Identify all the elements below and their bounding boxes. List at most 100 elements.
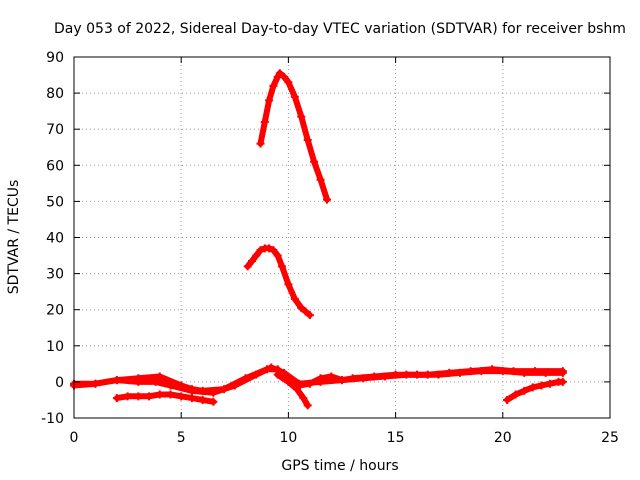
data-point <box>284 377 293 386</box>
series-arc-peak-85 <box>256 69 331 204</box>
x-tick-label: 15 <box>387 430 405 446</box>
y-tick-label: 80 <box>46 86 64 102</box>
data-point <box>537 381 546 390</box>
data-point <box>151 377 160 386</box>
data-point <box>322 195 331 204</box>
data-point <box>503 395 512 404</box>
data-point <box>275 69 284 78</box>
data-point <box>145 392 154 401</box>
data-point <box>256 246 265 255</box>
y-tick-label: 40 <box>46 231 64 247</box>
x-tick-label: 20 <box>494 430 512 446</box>
data-point <box>273 251 282 260</box>
y-tick-label: 90 <box>46 50 64 66</box>
y-tick-label: 10 <box>46 339 64 355</box>
data-point <box>134 377 143 386</box>
y-tick-label: 50 <box>46 194 64 210</box>
data-point <box>488 365 497 374</box>
y-tick-label: 30 <box>46 267 64 283</box>
data-point <box>338 376 346 385</box>
data-point <box>277 262 286 271</box>
data-point <box>310 157 319 166</box>
data-point <box>316 175 325 184</box>
data-point <box>284 280 293 289</box>
x-axis-label: GPS time / hours <box>281 458 398 474</box>
y-tick-label: 70 <box>46 122 64 138</box>
data-point <box>267 363 276 372</box>
series-rising-segment <box>503 377 567 404</box>
data-point <box>187 386 196 395</box>
data-point <box>297 303 306 312</box>
data-point <box>284 78 293 87</box>
axis-layer: 0 5 10 15 20 25 -10 0 10 20 30 40 50 60 70 80 90 <box>41 50 619 446</box>
data-point <box>252 370 261 379</box>
data-point <box>301 307 310 316</box>
data-point <box>91 379 100 388</box>
data-point <box>112 376 121 385</box>
data-point <box>528 383 537 392</box>
chart-title: Day 053 of 2022, Sidereal Day-to-day VTE… <box>54 21 626 37</box>
y-tick-label: 20 <box>46 303 64 319</box>
data-point <box>166 381 175 390</box>
data-point <box>305 311 314 320</box>
data-point <box>295 379 304 388</box>
y-tick-label: -10 <box>41 411 64 427</box>
data-point <box>123 392 132 401</box>
data-point <box>520 386 529 395</box>
data-point <box>297 112 306 121</box>
data-point <box>247 256 256 265</box>
data-point <box>530 367 539 376</box>
data-point <box>545 379 554 388</box>
data-point <box>558 367 567 376</box>
data-point <box>265 96 274 105</box>
data-point <box>380 372 389 381</box>
data-point <box>260 117 269 126</box>
data-point <box>209 397 218 406</box>
data-point <box>230 381 239 390</box>
x-tick-label: 25 <box>601 430 619 446</box>
x-tick-label: 5 <box>177 430 186 446</box>
data-point <box>177 392 186 401</box>
data-point <box>280 72 289 81</box>
data-point <box>466 367 475 376</box>
data-point <box>134 392 143 401</box>
data-point <box>290 92 299 101</box>
series-low-segment <box>112 390 218 406</box>
y-tick-label: 60 <box>46 158 64 174</box>
data-point <box>155 390 164 399</box>
data-point <box>511 390 520 399</box>
data-point <box>155 372 164 381</box>
data-point <box>359 374 368 383</box>
data-point <box>273 370 282 379</box>
series-line <box>113 391 217 405</box>
data-point <box>187 394 196 403</box>
data-point <box>445 368 454 377</box>
data-point <box>243 262 252 271</box>
data-point <box>166 390 175 399</box>
data-point <box>269 81 278 90</box>
data-point <box>299 394 308 403</box>
data-point <box>290 294 299 303</box>
data-point <box>112 394 121 403</box>
series-dip-segment <box>273 370 312 410</box>
series-baseline-b <box>70 363 567 397</box>
data-point <box>265 244 274 253</box>
data-point <box>558 377 567 386</box>
x-tick-label: 10 <box>279 430 297 446</box>
data-point <box>303 136 312 145</box>
data-point <box>303 401 312 410</box>
data-point <box>269 246 278 255</box>
data-point <box>402 370 411 379</box>
series-arc-peak-37 <box>243 244 314 320</box>
data-point <box>292 385 301 394</box>
data-point <box>198 395 207 404</box>
data-point <box>509 367 518 376</box>
series-layer <box>70 69 567 410</box>
y-axis-label: SDTVAR / TECUs <box>6 180 22 295</box>
x-tick-label: 0 <box>70 430 79 446</box>
data-point <box>256 139 265 148</box>
data-point <box>252 251 261 260</box>
data-point <box>316 377 325 386</box>
